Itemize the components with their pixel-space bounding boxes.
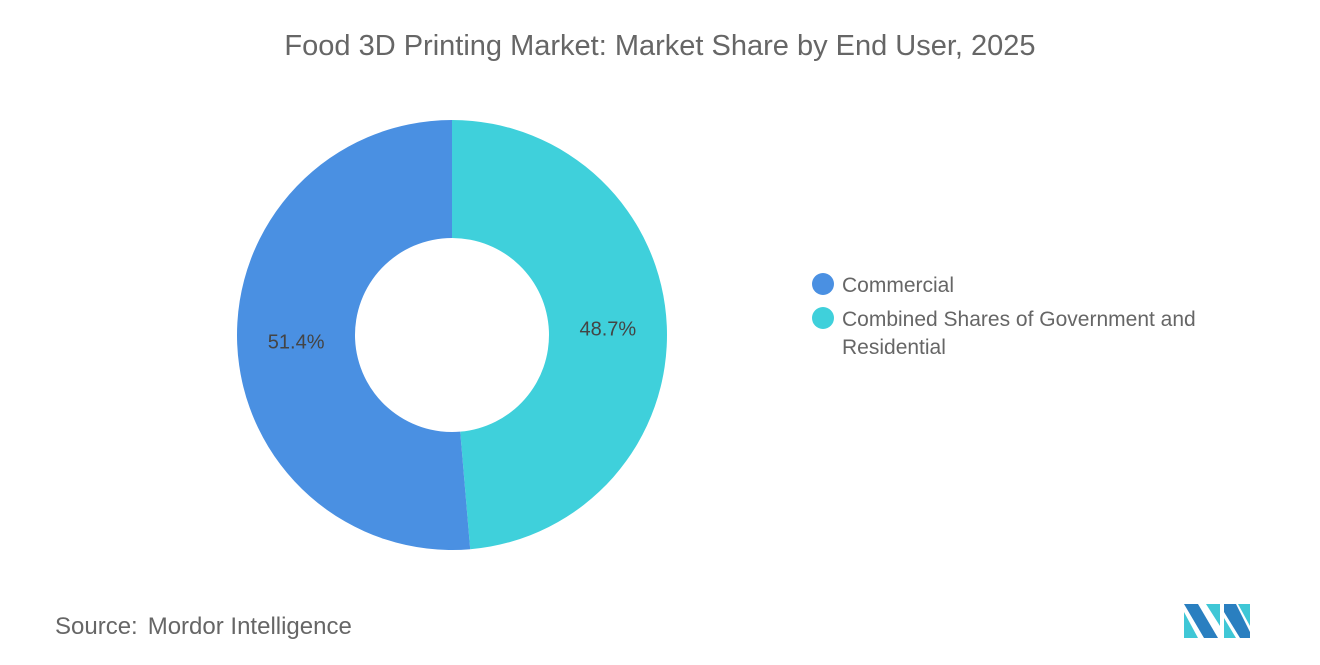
legend-label: Combined Shares of Government and Reside… [842, 308, 1196, 359]
legend-item-government-residential[interactable]: Combined Shares of Government and Reside… [812, 306, 1232, 362]
mordor-logo [1184, 604, 1250, 638]
slice-government-residential[interactable] [452, 120, 668, 550]
source-note: Source: Mordor Intelligence [55, 613, 352, 641]
legend-item-commercial[interactable]: Commercial [812, 272, 1232, 300]
legend: Commercial Combined Shares of Government… [812, 272, 1232, 368]
legend-swatch-commercial [812, 273, 834, 295]
slice-commercial[interactable] [237, 120, 471, 550]
chart-title: Food 3D Printing Market: Market Share by… [284, 30, 1036, 62]
source-value: Mordor Intelligence [147, 613, 352, 640]
legend-label: Commercial [842, 274, 955, 297]
data-label: 48.7% [580, 318, 637, 340]
source-label: Source: [55, 613, 138, 640]
data-label: 51.4% [268, 332, 325, 354]
legend-swatch-government-residential [812, 307, 834, 329]
